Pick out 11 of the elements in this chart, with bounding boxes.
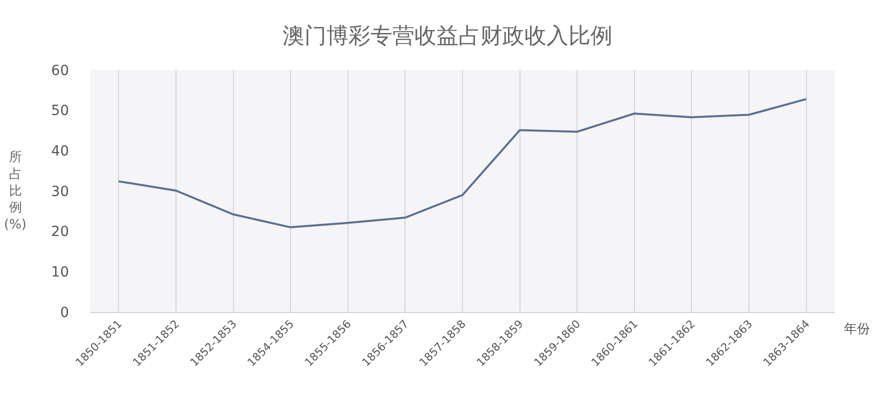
y-tick-label: 50 [51, 103, 69, 120]
y-tick-label: 10 [51, 264, 69, 281]
y-tick-label: 20 [51, 224, 69, 240]
y-tick-label: 30 [51, 184, 69, 200]
y-tick-label: 0 [60, 304, 69, 321]
line-series [118, 98, 808, 228]
y-tick-label: 60 [51, 62, 69, 79]
x-axis-title: 年份 [844, 322, 870, 337]
y-tick-label: 40 [51, 144, 69, 160]
y-axis-title: 所占比例(%) [4, 150, 26, 233]
chart-title: 澳门博彩专营收益占财政收入比例 [282, 24, 612, 50]
